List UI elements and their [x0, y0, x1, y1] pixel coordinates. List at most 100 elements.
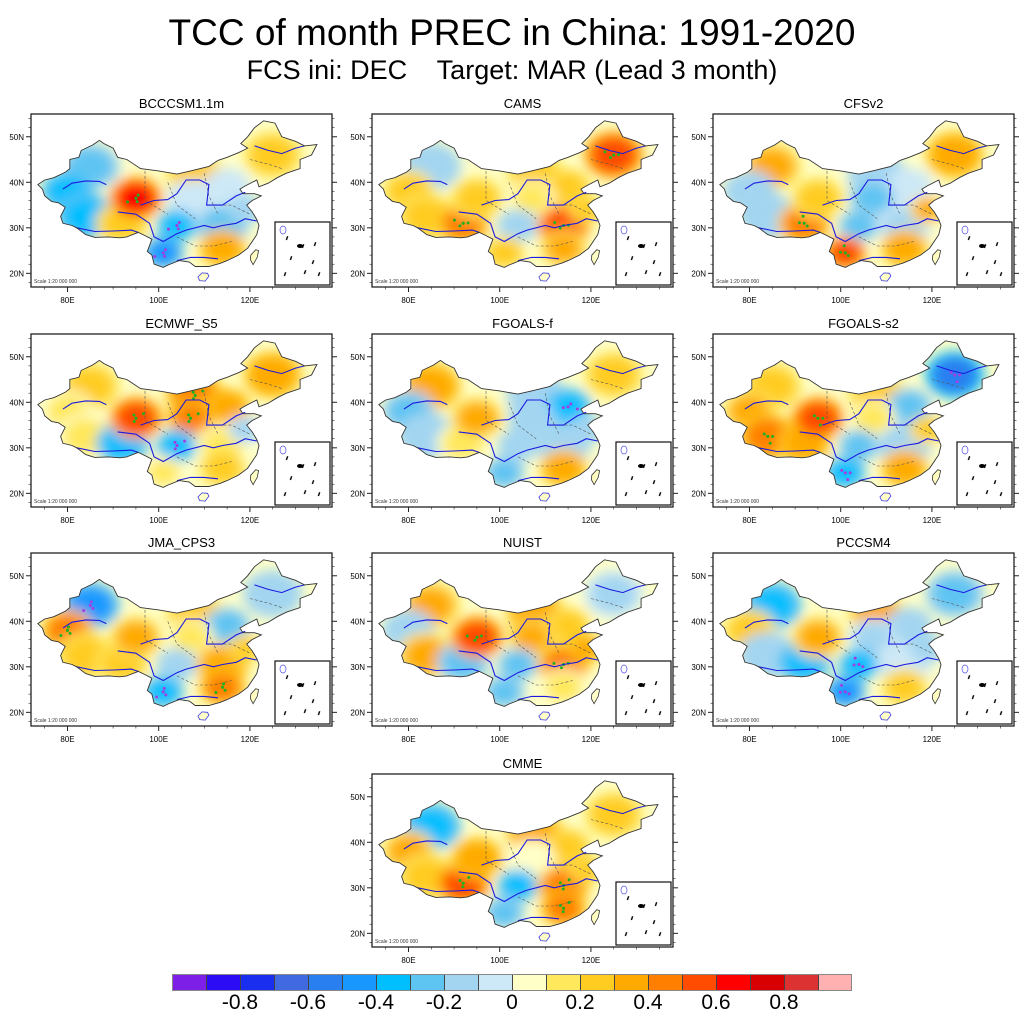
river-line [62, 400, 107, 410]
significance-dot [766, 434, 770, 438]
significance-dot [222, 682, 226, 686]
river-line [799, 431, 939, 463]
significance-dot [141, 412, 145, 416]
significance-dot [846, 478, 850, 482]
y-tick-label: 50N [691, 133, 706, 142]
significance-dot [797, 221, 801, 225]
significance-dot [191, 390, 195, 394]
panel-title: CFSv2 [843, 96, 884, 111]
inset-island [297, 244, 303, 248]
colorbar-box [342, 974, 377, 991]
inset-island [979, 464, 985, 468]
significance-dot [187, 413, 191, 417]
inset-island [652, 920, 656, 925]
province-boundary [886, 612, 901, 654]
river-line [481, 399, 587, 426]
x-tick-label: 80E [401, 956, 415, 965]
river-line [822, 179, 928, 206]
field-region [931, 575, 978, 613]
inset-island [658, 711, 662, 716]
province-boundary [931, 598, 964, 608]
field-region [249, 136, 296, 174]
province-boundary [826, 609, 850, 654]
significance-dot [558, 226, 562, 230]
field-region [842, 432, 875, 459]
river-line [417, 447, 480, 453]
inset-island [654, 462, 658, 467]
map-panel: CMME 20N 30N 40N 50N 80E 100E 120E Scale 1:20 00… [341, 757, 678, 972]
colorbar-box [546, 974, 581, 991]
panel-title: JMA_CPS3 [147, 535, 216, 550]
inset-island [967, 675, 971, 680]
significance-dot [843, 690, 847, 694]
field-region [549, 611, 587, 641]
inset-box [956, 441, 1013, 506]
y-tick-label: 40N [350, 178, 365, 187]
taiwan-outline [249, 688, 260, 705]
y-tick-label: 40N [350, 838, 365, 847]
y-tick-label: 20N [691, 708, 706, 717]
field-region [160, 651, 193, 678]
china-outline [378, 559, 659, 707]
x-tick-label: 100E [149, 735, 168, 744]
panel-title: FGOALS-s2 [828, 316, 899, 331]
taiwan-outline [590, 909, 601, 926]
field-region [549, 172, 587, 202]
significance-dot [134, 196, 138, 200]
y-tick-label: 20N [350, 269, 365, 278]
scale-label: Scale 1:20 000 000 [375, 279, 418, 285]
field-region [147, 460, 180, 486]
colorbar-tick-label: 0.2 [565, 991, 595, 1014]
colorbar-box [478, 974, 513, 991]
significance-dot [458, 879, 462, 883]
field-region [456, 181, 498, 215]
x-tick-label: 120E [923, 516, 942, 525]
significance-dot [452, 218, 456, 222]
significance-dot [135, 200, 139, 204]
significance-dot [857, 663, 861, 667]
field-region [590, 796, 637, 834]
significance-dot [603, 150, 607, 154]
significance-dot [173, 440, 177, 444]
y-tick-label: 20N [9, 708, 24, 717]
significance-dot [843, 471, 847, 475]
field-region [172, 183, 209, 213]
significance-dot [958, 373, 962, 377]
field-region [545, 453, 582, 483]
inset-island [652, 260, 656, 265]
river-line [595, 805, 646, 815]
significance-dot [461, 885, 465, 889]
province-boundary [931, 379, 964, 389]
y-tick-label: 20N [691, 489, 706, 498]
colorbar-box [444, 974, 479, 991]
inset-island [313, 462, 317, 467]
x-tick-label: 100E [831, 735, 850, 744]
inset-island [285, 456, 289, 461]
river-line [595, 584, 646, 594]
map-panel: JMA_CPS3 20N 30N 40N 50N 80E 100E 120E Scale 1:2… [0, 535, 337, 751]
river-line [758, 447, 821, 453]
y-tick-label: 50N [9, 133, 24, 142]
inset-hainan [961, 225, 969, 235]
significance-dot [762, 432, 766, 436]
inset-island [297, 683, 303, 687]
significance-dot [163, 254, 167, 258]
y-tick-label: 40N [691, 617, 706, 626]
field-region [488, 460, 521, 486]
inset-island [289, 476, 293, 481]
x-tick-label: 80E [60, 735, 74, 744]
colorbar [172, 974, 852, 991]
province-boundary [826, 390, 850, 435]
significance-dot [805, 224, 809, 228]
field-region [249, 356, 296, 394]
inset-box [615, 660, 672, 725]
inset-box [274, 660, 331, 725]
hainan-outline [879, 711, 892, 721]
inset-island [658, 272, 662, 277]
map-panel: FGOALS-s2 20N 30N 40N 50N 80E 100E 120E Scale 1:… [682, 316, 1019, 532]
y-tick-label: 20N [9, 269, 24, 278]
significance-dot [949, 371, 953, 375]
china-outline [378, 340, 659, 488]
taiwan-outline [590, 469, 601, 486]
river-line [140, 399, 246, 426]
